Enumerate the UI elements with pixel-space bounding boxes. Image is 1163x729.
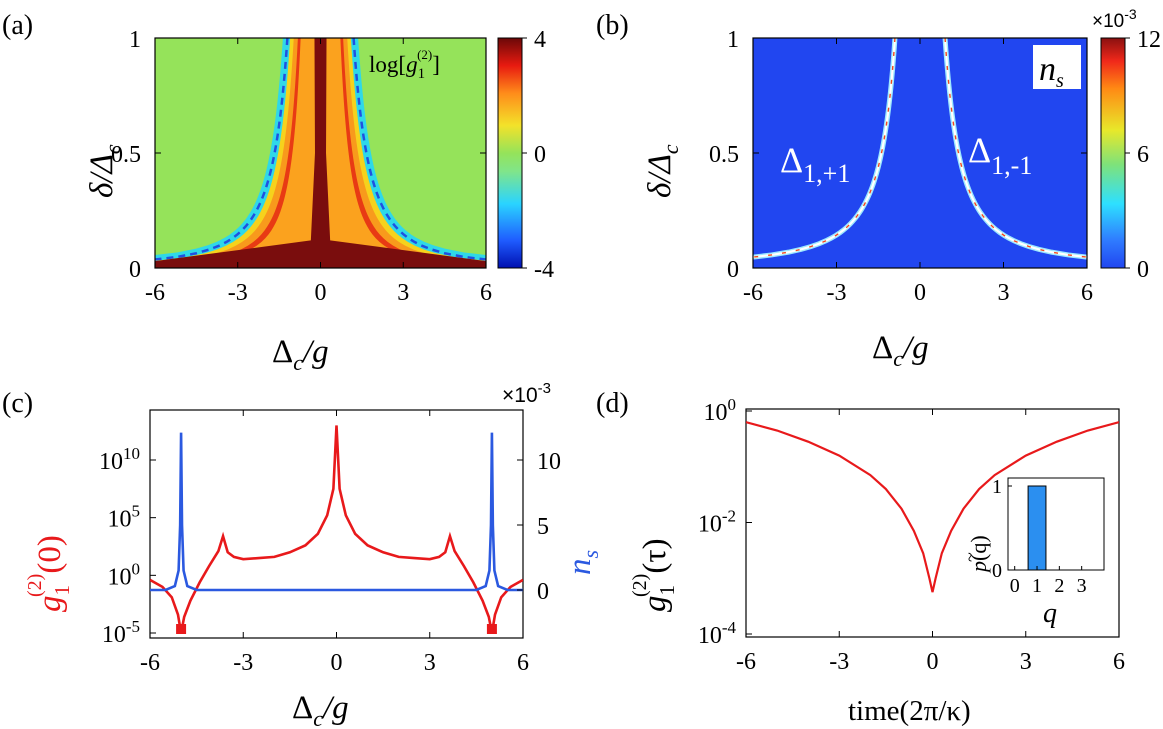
panel-d-inset-ytick-label-1: 1	[992, 476, 1002, 498]
panel-d-inset-xtick-label-3: 3	[1077, 575, 1087, 597]
panel-c-xtick-label-3: 3	[424, 650, 436, 676]
panel-b-annotation-minus: Δ1,-1	[968, 130, 1032, 180]
panel-a-xtick-label-3: 3	[397, 280, 409, 306]
panel-d-xtick-label-3: 3	[1020, 649, 1032, 675]
panel-d-inset-xtick-label-1: 1	[1032, 575, 1042, 597]
panel-d-inset-xlabel: q	[1043, 598, 1057, 629]
panel-c-ylabel-left: g1(2)(0)	[24, 535, 74, 612]
panel-b: (b) ns Δ1,+1 Δ1,-1 -6 -3 0 3 6 0 0.5 1 Δc/g δ/…	[596, 6, 1161, 371]
panel-a-xtick-label-4: 6	[480, 280, 492, 306]
panel-c-xtick-label-1: -3	[233, 650, 253, 676]
panel-b-annotation-plus: Δ1,+1	[780, 140, 850, 188]
panel-a-ytick-label-0: 0	[129, 257, 141, 283]
panel-b-xtick-label-1: -3	[827, 280, 847, 306]
panel-b-ytick-label-0: 0	[727, 257, 739, 283]
panel-c-right-scale: ×10-3	[502, 380, 551, 407]
panel-c-yleft-label-3: 10-5	[102, 617, 140, 648]
panel-c-yleft-label-2: 100	[108, 559, 141, 590]
panel-b-xtick-label-2: 0	[914, 280, 926, 306]
panel-d-inset-xtick-label-2: 2	[1054, 575, 1064, 597]
panel-d-ylabel: g1(2)(τ)	[629, 538, 679, 612]
panel-c-yright-label-1: 5	[537, 514, 549, 540]
panel-b-cbtick-label-2: 12	[1137, 27, 1161, 53]
panel-d-inset-ylabel: p(q)	[966, 535, 991, 574]
panel-d-inset-ytick-label-0: 0	[992, 560, 1002, 582]
panel-b-title-box	[1033, 45, 1081, 89]
panel-a-blue-boundary	[155, 38, 486, 261]
panel-d-inset-bar-0	[1027, 485, 1047, 571]
panel-a-cbtick-label-1: 0	[534, 142, 546, 168]
panel-b-xtick-label-3: 3	[998, 280, 1010, 306]
panel-a-title: log[g1(2)]	[369, 47, 440, 82]
panel-a-core-region	[155, 38, 486, 268]
panel-b-xlabel: Δc/g	[872, 330, 929, 371]
panel-c-xlabel: Δc/g	[292, 690, 349, 729]
panel-c-yright-label-2: 10	[537, 449, 561, 475]
panel-d-tag: (d)	[596, 388, 629, 419]
panel-b-background-region	[753, 38, 1087, 268]
panel-a-ytick-label-1: 0.5	[111, 142, 141, 168]
panel-b-colorbar	[1100, 37, 1126, 269]
panel-a-xtick-label-1: -3	[228, 280, 248, 306]
panel-a-cbtick-label-2: 4	[534, 27, 546, 53]
panel-d-xtick-label-4: 6	[1113, 649, 1125, 675]
panel-c-series-ns	[150, 432, 523, 592]
panel-c-series-g2	[150, 425, 523, 634]
panel-c-xtick-label-2: 0	[331, 650, 343, 676]
panel-c-xtick-label-4: 6	[517, 650, 529, 676]
panel-c: (c) -6 -3 0 3 6 1010 105 100 10-5 0 5 10 ×10-3 Δc…	[2, 380, 603, 729]
panel-d-ytick-label-1: 10-2	[698, 507, 736, 538]
panel-d-inset-frame	[1007, 477, 1105, 571]
panel-b-ytick-label-1: 0.5	[709, 142, 739, 168]
panel-c-xtick-label-0: -6	[140, 650, 160, 676]
panel-b-cbtick-label-0: 0	[1137, 257, 1149, 283]
panel-a-cbtick-label-0: -4	[534, 257, 554, 283]
panel-b-colorbar-scale: ×10-3	[1092, 6, 1137, 32]
panel-b-cbtick-label-1: 6	[1137, 142, 1149, 168]
panel-b-ylabel: δ/Δc	[642, 144, 683, 198]
panel-a-tag: (a)	[2, 10, 33, 41]
panel-b-xtick-label-4: 6	[1081, 280, 1093, 306]
panel-c-yleft-label-1: 105	[108, 502, 141, 533]
panel-b-tag: (b)	[596, 10, 629, 41]
panel-b-heatmap	[753, 38, 1087, 268]
panel-a-ytick-label-2: 1	[129, 27, 141, 53]
panel-b-title: ns	[1039, 51, 1064, 92]
panel-a-xtick-label-0: -6	[145, 280, 165, 306]
panel-c-marker-0	[176, 624, 187, 634]
panel-d-series-g2-tau	[746, 421, 1119, 593]
panel-a-ylabel: δ/Δc	[84, 144, 125, 198]
panel-d-xtick-label-2: 0	[927, 649, 939, 675]
panel-d-xtick-label-0: -6	[736, 649, 756, 675]
panel-b-resonance-peaks	[753, 38, 1087, 258]
panel-d-xtick-label-1: -3	[829, 649, 849, 675]
panel-d-ytick-label-2: 10-4	[698, 618, 737, 649]
panel-a-xlabel: Δc/g	[272, 334, 329, 375]
panel-d-xlabel: time(2π/κ)	[848, 695, 971, 727]
panel-c-tag: (c)	[2, 388, 33, 419]
panel-a-xtick-label-2: 0	[315, 280, 327, 306]
panel-b-ytick-label-2: 1	[727, 27, 739, 53]
panel-a-colorbar	[497, 37, 523, 269]
panel-d-inset-ylabel-accent: ~	[960, 552, 980, 562]
panel-c-ylabel-right: ns	[562, 550, 603, 575]
panel-b-xtick-label-0: -6	[743, 280, 763, 306]
panel-d-inset-xtick-label-0: 0	[1010, 575, 1020, 597]
panel-c-marker-1	[486, 624, 497, 634]
panel-a: (a) log[g1(2)] -6 -3 0 3 6 0 0.5 1 Δc/g δ/Δc -…	[2, 10, 554, 375]
panel-c-yright-label-0: 0	[537, 579, 549, 605]
panel-a-heatmap	[155, 38, 486, 268]
panel-c-yleft-label-0: 1010	[99, 444, 140, 475]
panel-d-ytick-label-0: 100	[704, 395, 737, 426]
